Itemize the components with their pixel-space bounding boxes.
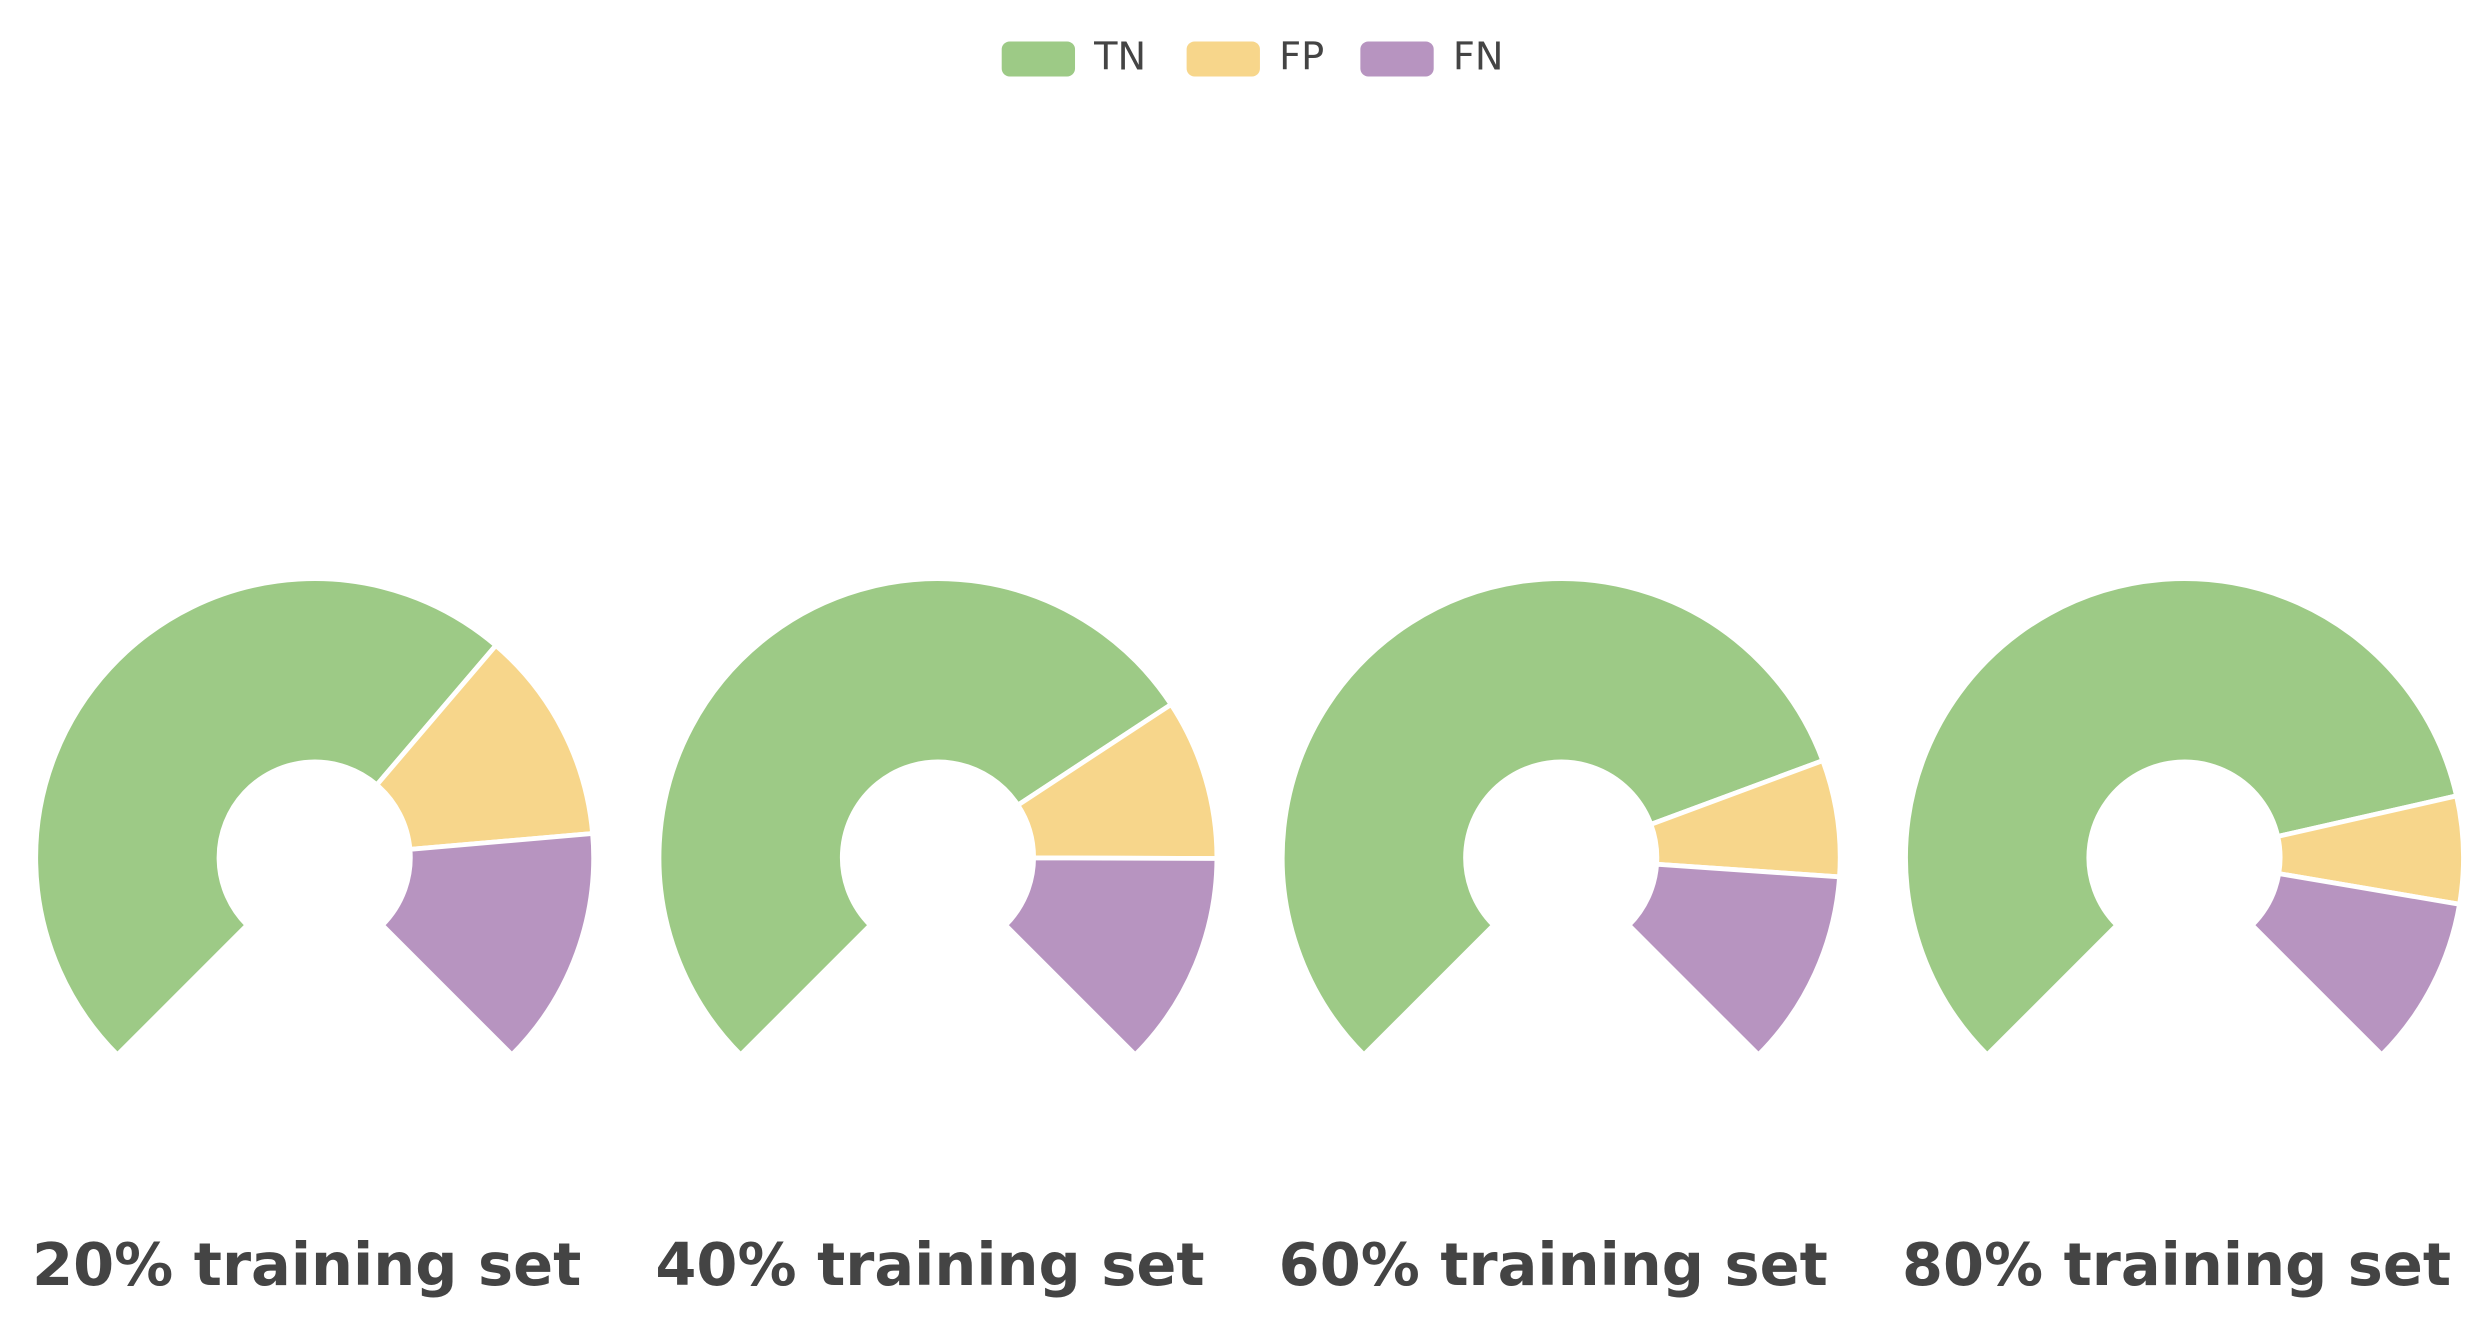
donut-segment [2249,871,2462,1058]
donut-segment [1903,576,2459,1058]
donut-segment [33,576,499,1058]
legend-swatch [1001,41,1076,77]
legend-swatch [1186,41,1260,77]
donut-segment [379,831,597,1058]
donut-segment [1279,576,1826,1058]
donut-segment [374,643,595,852]
chart-title: 40% training set [655,1230,1204,1299]
legend-swatch [1360,41,1434,77]
chart-title: 20% training set [32,1230,581,1299]
legend-label: FP [1279,34,1324,79]
donut-segment [656,576,1174,1058]
donut-segment [1003,855,1220,1058]
chart-title: 80% training set [1902,1230,2451,1299]
donut-segment [1626,861,1842,1058]
donut-segment [1015,702,1220,861]
chart-title: 60% training set [1279,1230,1828,1299]
legend-label: TN [1093,34,1146,79]
legend-label: FN [1453,34,1504,79]
